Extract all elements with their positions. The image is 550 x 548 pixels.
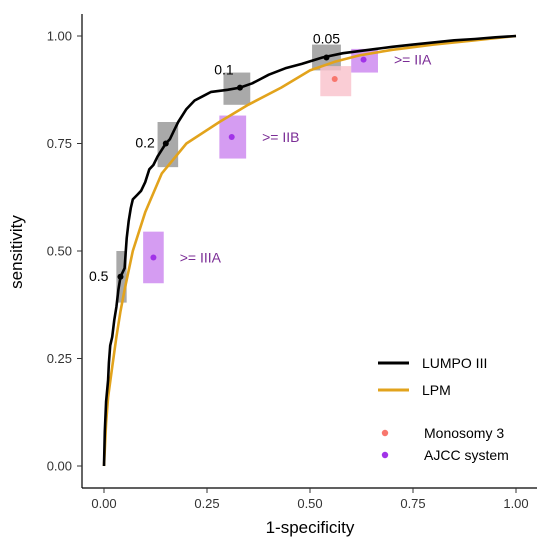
- legend-marker-monosomy: [381, 429, 389, 437]
- threshold-point: [236, 84, 243, 91]
- x-tick-label: 0.00: [91, 496, 116, 511]
- y-tick-label: 0.50: [47, 244, 72, 259]
- y-tick-label: 0.25: [47, 351, 72, 366]
- x-tick-label: 0.25: [194, 496, 219, 511]
- threshold-point: [162, 140, 169, 147]
- legend-label-monosomy: Monosomy 3: [424, 425, 504, 441]
- legend: LUMPO III LPM Monosomy 3 AJCC system: [378, 355, 509, 463]
- monosomy-point: [331, 76, 338, 82]
- point-labels: 0.5 0.2 0.1 0.05 >= IIIA >= IIB >= IIA: [89, 31, 432, 284]
- lumpo-iii-line: [102, 34, 517, 467]
- ajcc-point: [228, 134, 235, 141]
- x-tick-label: 0.75: [400, 496, 425, 511]
- y-axis-title: sensitivity: [7, 215, 26, 289]
- threshold-point: [323, 54, 330, 61]
- y-ticks: 0.00 0.25 0.50 0.75 1.00: [47, 29, 82, 474]
- threshold-label: 0.05: [313, 31, 340, 47]
- threshold-label: 0.2: [135, 135, 155, 151]
- x-tick-label: 0.50: [297, 496, 322, 511]
- threshold-label: 0.1: [214, 62, 234, 78]
- axes: 0.00 0.25 0.50 0.75 1.00 0.00 0.25 0.50 0.75 1.0…: [7, 14, 537, 537]
- x-axis-title: 1-specificity: [266, 518, 355, 537]
- ajcc-point: [360, 56, 367, 63]
- threshold-label: 0.5: [89, 268, 109, 284]
- legend-label-lpm: LPM: [422, 382, 451, 398]
- ajcc-stage-label: >= IIA: [394, 52, 432, 68]
- roc-curves: [102, 34, 517, 467]
- legend-marker-ajcc: [381, 451, 389, 459]
- points-layer: [117, 54, 367, 280]
- lpm-line: [102, 34, 517, 467]
- y-tick-label: 1.00: [47, 29, 72, 44]
- y-tick-label: 0.75: [47, 136, 72, 151]
- confidence-boxes: [116, 44, 378, 303]
- threshold-point: [117, 273, 124, 280]
- legend-label-ajcc: AJCC system: [424, 447, 509, 463]
- y-tick-label: 0.00: [47, 459, 72, 474]
- x-tick-label: 1.00: [503, 496, 528, 511]
- legend-label-lumpo: LUMPO III: [422, 355, 487, 371]
- ajcc-stage-label: >= IIB: [262, 129, 299, 145]
- x-ticks: 0.00 0.25 0.50 0.75 1.00: [91, 488, 529, 511]
- ajcc-point: [150, 254, 157, 261]
- ajcc-stage-label: >= IIIA: [180, 249, 222, 265]
